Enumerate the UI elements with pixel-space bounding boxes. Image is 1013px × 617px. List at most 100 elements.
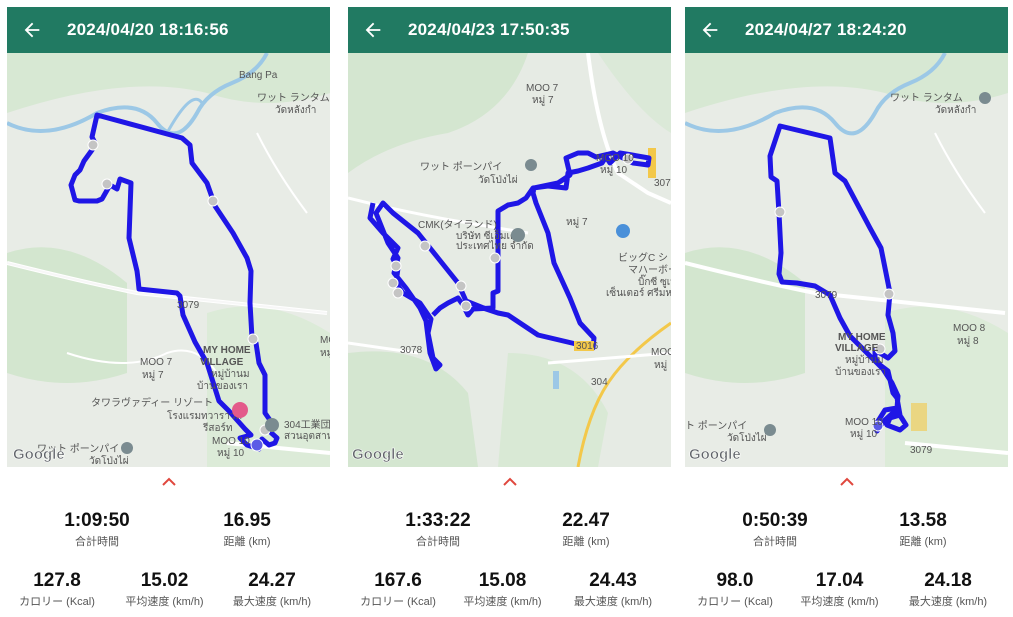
- stat-value: 15.02: [140, 570, 189, 591]
- map-label: วัดหลังกำ: [935, 105, 976, 116]
- map-label: ワット ランタム: [257, 92, 330, 104]
- map-label: หมู่ 7: [566, 217, 588, 228]
- stat-value: 24.43: [589, 570, 637, 591]
- route-map-canvas[interactable]: ワット ランタム วัดหลังกำ Bang Pa 3079 MOO 7 หม…: [7, 53, 330, 467]
- pin-icon[interactable]: [121, 442, 133, 454]
- map-label: マハーボー: [628, 264, 671, 276]
- stat-label: 平均速度 (km/h): [800, 596, 879, 608]
- stat-label: 最大速度 (km/h): [573, 596, 653, 608]
- route-map[interactable]: ワット ランタム วัดหลังกำ Bang Pa 3079 MOO 7 หม…: [7, 53, 330, 467]
- pin-icon[interactable]: [616, 224, 630, 238]
- map-label: หมู่ 7: [142, 370, 164, 381]
- map-label: VILLAGE: [200, 357, 244, 368]
- road-label: 3078: [400, 345, 423, 356]
- map-label: ワット ポーンパイ: [37, 443, 119, 455]
- stat-avg-speed: 17.04 平均速度 (km/h): [787, 570, 892, 609]
- ride-summary-card-3: 2024/04/27 18:24:20 ワット ランタム วัดหลังกำ 3…: [685, 7, 1008, 613]
- stat-value: 98.0: [716, 570, 754, 591]
- road-label: 3079: [177, 300, 200, 311]
- stat-label: カロリー (Kcal): [360, 596, 436, 608]
- ride-summary-card-2: 2024/04/23 17:50:35 MO: [348, 7, 671, 613]
- map-label: บิ๊กซี ซูเปอ: [638, 274, 671, 288]
- stat-label: カロリー (Kcal): [19, 596, 95, 608]
- map-label: วัดโป่งไผ่: [478, 173, 518, 186]
- stat-value: 22.47: [562, 510, 610, 531]
- stat-label: 距離 (km): [899, 536, 947, 548]
- stat-total-time: 1:33:22 合計時間: [388, 510, 488, 549]
- map-label: ワット ポーンパイ: [420, 161, 502, 173]
- stat-label: 合計時間: [753, 536, 797, 548]
- map-label: หมู่ 8: [957, 336, 979, 347]
- ride-summary-card-1: 2024/04/20 18:16:56 ワッ: [7, 7, 330, 613]
- app-header: 2024/04/23 17:50:35: [348, 7, 671, 53]
- map-label: สวนอุตสาหกร: [284, 431, 330, 442]
- map-label: วัดโป่งไผ่: [89, 454, 129, 467]
- expand-chevron[interactable]: [7, 474, 330, 492]
- map-label: หมู่ 7: [532, 95, 554, 106]
- map-label: MOO 10: [845, 417, 883, 428]
- stat-calories: 167.6 カロリー (Kcal): [348, 570, 448, 609]
- app-header: 2024/04/20 18:16:56: [7, 7, 330, 53]
- map-label: เซ็นเตอร์ ศรีมหาโ: [606, 285, 671, 299]
- map-label: บ้านของเรา: [197, 380, 248, 392]
- stat-label: 距離 (km): [223, 536, 271, 548]
- stat-value: 16.95: [223, 510, 271, 531]
- map-label: บ้านของเรา: [835, 366, 886, 378]
- stat-label: 合計時間: [416, 536, 460, 548]
- map-label: ト ポーンパイ: [685, 420, 747, 432]
- map-label: MOO: [651, 347, 671, 358]
- road-label: 304: [591, 377, 608, 388]
- back-arrow-icon[interactable]: [362, 19, 384, 41]
- stat-label: 平均速度 (km/h): [463, 596, 542, 608]
- stat-max-speed: 24.18 最大速度 (km/h): [893, 570, 1003, 609]
- pin-icon[interactable]: [764, 424, 776, 436]
- google-logo: Google: [13, 446, 65, 463]
- stat-total-time: 0:50:39 合計時間: [725, 510, 825, 549]
- back-arrow-icon[interactable]: [699, 19, 721, 41]
- map-label: 304工業団: [284, 418, 330, 431]
- ride-datetime: 2024/04/27 18:24:20: [745, 20, 907, 39]
- ride-datetime: 2024/04/20 18:16:56: [67, 20, 229, 39]
- google-logo: Google: [689, 446, 741, 463]
- stat-value: 1:33:22: [405, 510, 471, 531]
- pin-icon[interactable]: [511, 228, 525, 242]
- route-map[interactable]: MOO 7 หมู่ 7 ワット ポーンパイ วัดโป่งไผ่ MOO 10…: [348, 53, 671, 467]
- pin-icon[interactable]: [979, 92, 991, 104]
- stat-value: 15.08: [478, 570, 527, 591]
- route-map[interactable]: ワット ランタム วัดหลังกำ 3079 MOO 8 หมู่ 8 MY …: [685, 53, 1008, 467]
- map-label: หมู่บ้านม: [211, 368, 250, 380]
- road-label: 3016: [576, 341, 599, 352]
- expand-chevron[interactable]: [685, 474, 1008, 492]
- map-label: ประเทศไทย จำกัด: [456, 240, 534, 252]
- map-label: Bang Pa: [239, 70, 278, 81]
- stat-value: 167.6: [374, 570, 422, 591]
- pin-icon[interactable]: [265, 418, 279, 432]
- ride-datetime: 2024/04/23 17:50:35: [408, 20, 570, 39]
- chevron-up-icon[interactable]: [501, 475, 519, 487]
- stat-value: 127.8: [33, 570, 81, 591]
- map-label: วัดหลังกำ: [275, 105, 316, 116]
- pin-icon[interactable]: [525, 159, 537, 171]
- expand-chevron[interactable]: [348, 474, 671, 492]
- stat-value: 24.27: [248, 570, 296, 591]
- map-label: หมู่: [654, 360, 667, 371]
- back-arrow-icon[interactable]: [21, 19, 43, 41]
- map-label: หมู่: [320, 348, 330, 359]
- map-label: หมู่ 10: [217, 448, 245, 459]
- chevron-up-icon[interactable]: [838, 475, 856, 487]
- stat-label: 合計時間: [75, 536, 119, 548]
- stat-value: 13.58: [899, 510, 947, 531]
- stat-max-speed: 24.43 最大速度 (km/h): [558, 570, 668, 609]
- route-map-canvas[interactable]: ワット ランタム วัดหลังกำ 3079 MOO 8 หมู่ 8 MY …: [685, 53, 1008, 467]
- pin-icon[interactable]: [232, 402, 248, 418]
- map-label: หมู่ 10: [600, 165, 628, 176]
- stat-distance: 13.58 距離 (km): [873, 510, 973, 549]
- stat-value: 1:09:50: [64, 510, 130, 531]
- map-label: MOO 10: [596, 153, 634, 164]
- road-label: 3079: [654, 178, 671, 189]
- road-label: 3079: [815, 290, 838, 301]
- route-map-canvas[interactable]: MOO 7 หมู่ 7 ワット ポーンパイ วัดโป่งไผ่ MOO 10…: [348, 53, 671, 467]
- stat-max-speed: 24.27 最大速度 (km/h): [217, 570, 327, 609]
- map-label: หมู่บ้านม: [845, 354, 884, 366]
- chevron-up-icon[interactable]: [160, 475, 178, 487]
